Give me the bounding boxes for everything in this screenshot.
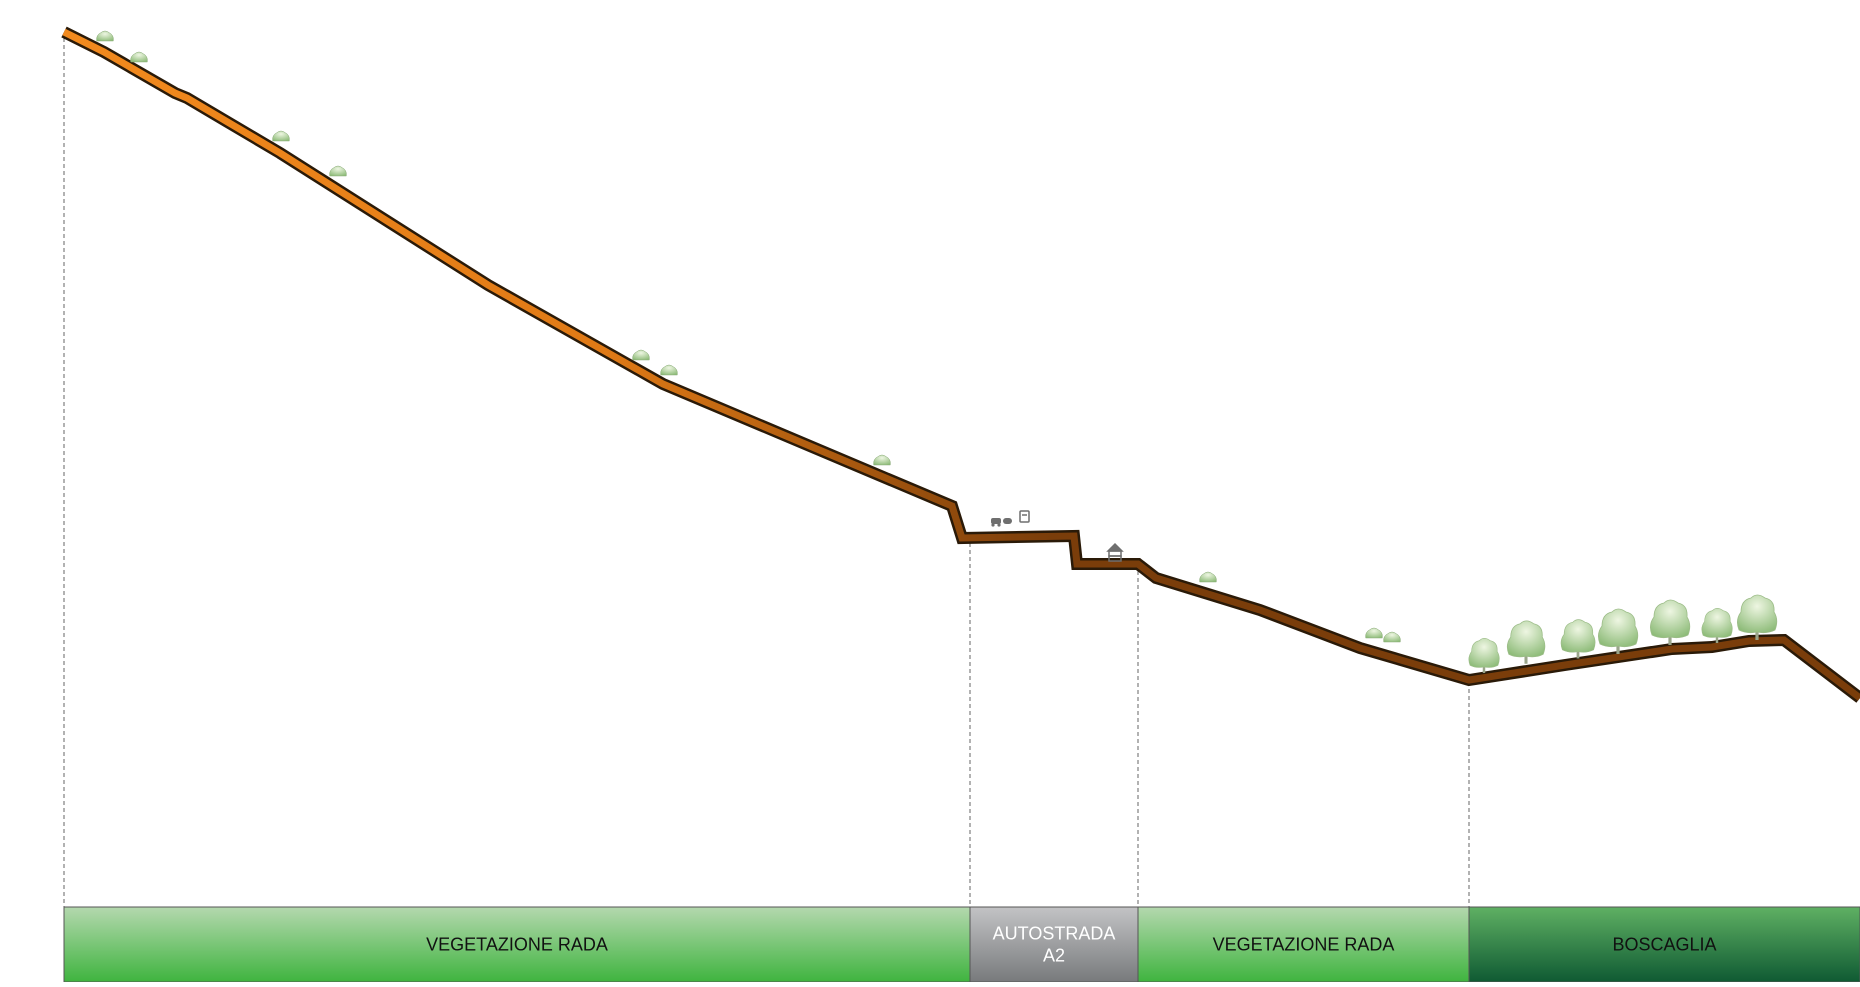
terrain-line [62,28,1860,701]
shrub-icon [329,165,347,177]
shrub-icon [873,454,891,466]
tree-icon [1506,620,1546,664]
shrub-icon [660,364,678,376]
tollbooth-icon [1106,542,1124,562]
zone-label: A2 [1043,946,1065,966]
shrub-icon [1383,631,1401,643]
zone-block [63,906,971,983]
tree-icon [1650,599,1691,645]
terrain-profile [61,26,1860,703]
terrain-outline [61,26,1860,703]
highway-platform [991,510,1124,562]
shrub-icon [272,130,290,142]
vegetation [96,30,1778,674]
zone-block [1468,906,1860,983]
zone-sparse-vegetation: VEGETAZIONE RADA [63,906,971,983]
car-icon [991,518,1001,527]
shrub-icon [130,51,148,63]
tree-icon [1560,619,1596,659]
tree-icon [1701,608,1733,644]
zone-label: VEGETAZIONE RADA [1213,935,1395,955]
tree-icon [1598,608,1639,654]
zone-dividers [63,38,1470,910]
shrub-icon [632,349,650,361]
tree-icon [1737,594,1778,640]
zone-label: AUTOSTRADA [993,924,1116,944]
shrub-icon [96,30,114,42]
tree-icon [1468,638,1500,674]
zone-sparse-vegetation: VEGETAZIONE RADA [1137,906,1470,983]
zone-woodland: BOSCAGLIA [1468,906,1860,983]
zone-block [969,906,1139,983]
truck-icon [1003,518,1012,524]
shrub-icon [1199,571,1217,583]
zone-label: VEGETAZIONE RADA [426,935,608,955]
shrub-icon [1365,627,1383,639]
bus-icon [1019,510,1030,523]
zone-label: BOSCAGLIA [1612,935,1716,955]
